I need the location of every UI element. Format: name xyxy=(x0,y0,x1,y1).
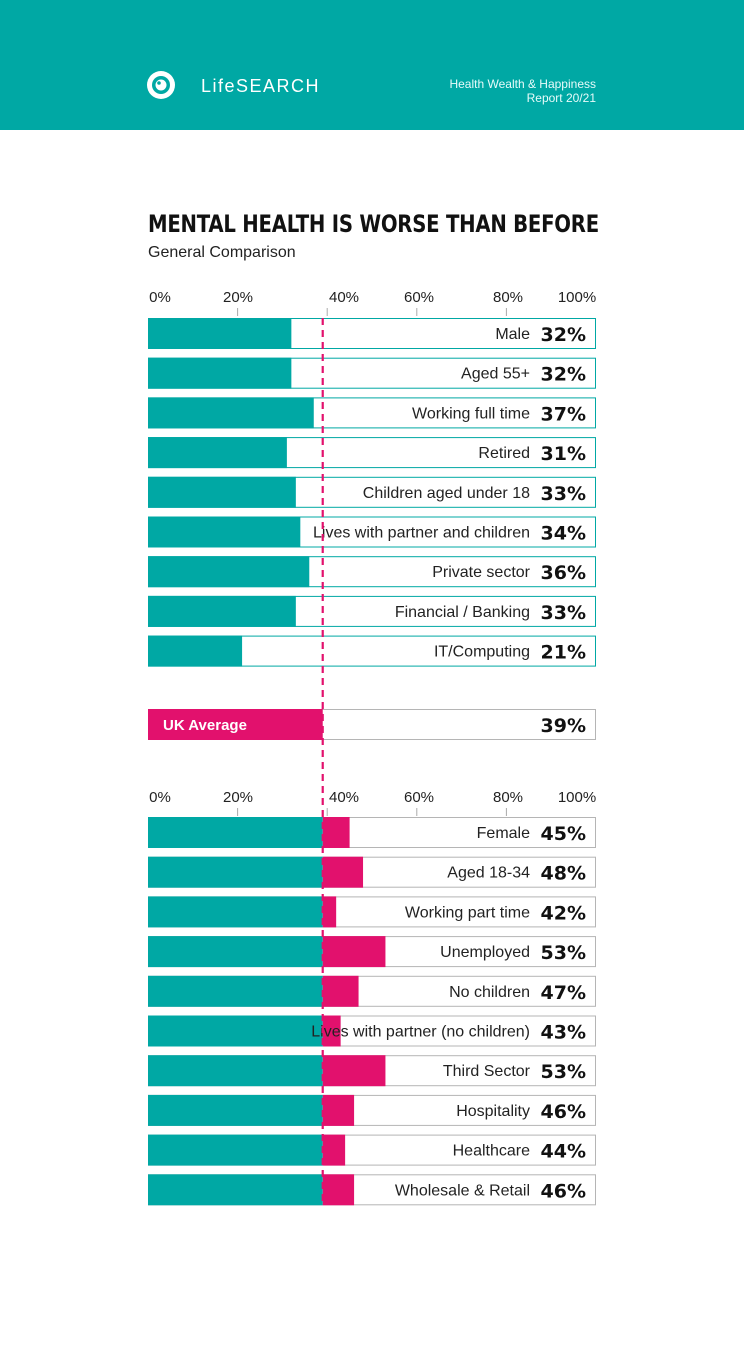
x-tick-label: 60% xyxy=(404,289,434,306)
category-label: Hospitality xyxy=(456,1103,530,1120)
report-title-line-2: Report 20/21 xyxy=(526,91,596,105)
value-label: 32% xyxy=(541,364,586,386)
value-label: 42% xyxy=(541,902,586,924)
x-tick-label: 20% xyxy=(223,289,253,306)
x-tick-label: 20% xyxy=(223,789,253,806)
value-label: 48% xyxy=(541,863,586,885)
x-tick-label: 60% xyxy=(404,789,434,806)
value-label: 46% xyxy=(541,1101,586,1123)
bar-base-segment xyxy=(148,936,323,968)
average-label: UK Average xyxy=(163,717,247,734)
bar-base-segment xyxy=(148,1094,323,1126)
bar-excess-segment xyxy=(322,896,337,928)
eye-logo-icon xyxy=(147,71,175,99)
bar-excess-segment xyxy=(322,1174,355,1206)
value-label: 21% xyxy=(541,642,586,664)
category-label: IT/Computing xyxy=(434,644,530,661)
bar-base-segment xyxy=(148,1015,323,1047)
value-label: 44% xyxy=(541,1141,586,1163)
value-label: 43% xyxy=(541,1022,586,1044)
x-tick-label: 100% xyxy=(558,289,596,306)
bar xyxy=(148,556,310,588)
category-label: Male xyxy=(495,326,530,343)
category-label: Unemployed xyxy=(440,944,530,961)
category-label: Children aged under 18 xyxy=(363,485,530,502)
category-label: Female xyxy=(477,825,530,842)
chart-subtitle: General Comparison xyxy=(148,244,296,261)
report-title-line-1: Health Wealth & Happiness xyxy=(449,77,596,91)
category-label: Healthcare xyxy=(453,1143,530,1160)
bar-base-segment xyxy=(148,1134,323,1166)
bar xyxy=(148,437,287,469)
x-tick-label: 80% xyxy=(493,789,523,806)
brand-logo-text: LifeSEARCH xyxy=(201,76,321,96)
x-tick-label: 0% xyxy=(149,789,171,806)
value-label: 53% xyxy=(541,942,586,964)
x-tick-label: 100% xyxy=(558,789,596,806)
category-label: Lives with partner (no children) xyxy=(311,1024,530,1041)
bar-excess-segment xyxy=(322,817,350,848)
bar-excess-segment xyxy=(322,936,386,968)
value-label: 46% xyxy=(541,1180,586,1202)
category-label: Working part time xyxy=(405,904,530,921)
category-label: Aged 55+ xyxy=(461,366,530,383)
category-label: Third Sector xyxy=(443,1063,531,1080)
category-label: Aged 18-34 xyxy=(447,865,530,882)
x-tick-label: 0% xyxy=(149,289,171,306)
category-label: Financial / Banking xyxy=(395,604,530,621)
bar-base-segment xyxy=(148,1055,323,1087)
bar xyxy=(148,595,296,627)
value-label: 53% xyxy=(541,1061,586,1083)
bar xyxy=(148,318,292,349)
category-label: Lives with partner and children xyxy=(313,525,530,542)
x-tick-label: 40% xyxy=(329,789,359,806)
x-tick-label: 80% xyxy=(493,289,523,306)
bar-base-segment xyxy=(148,856,323,888)
bar-base-segment xyxy=(148,975,323,1007)
category-label: Retired xyxy=(478,445,530,462)
bar-excess-segment xyxy=(322,856,364,888)
average-bar xyxy=(148,709,323,740)
x-tick-label: 40% xyxy=(329,289,359,306)
bar xyxy=(148,476,296,508)
value-label: 36% xyxy=(541,562,586,584)
bar xyxy=(148,516,301,548)
value-label: 47% xyxy=(541,982,586,1004)
bar xyxy=(148,357,292,389)
bar-base-segment xyxy=(148,1174,323,1206)
value-label: 32% xyxy=(541,324,586,346)
category-label: Working full time xyxy=(412,405,530,422)
value-label: 33% xyxy=(541,483,586,505)
bar-excess-segment xyxy=(322,1055,386,1087)
bar-base-segment xyxy=(148,896,323,928)
bar-excess-segment xyxy=(322,1015,341,1047)
bar-excess-segment xyxy=(322,975,359,1007)
chart-title: MENTAL HEALTH IS WORSE THAN BEFORE xyxy=(148,210,599,238)
bar xyxy=(148,635,243,667)
bar xyxy=(148,397,314,429)
category-label: Wholesale & Retail xyxy=(395,1182,530,1199)
average-value-label: 39% xyxy=(541,715,586,737)
value-label: 31% xyxy=(541,443,586,465)
bar-excess-segment xyxy=(322,1134,346,1166)
value-label: 45% xyxy=(541,823,586,845)
value-label: 33% xyxy=(541,602,586,624)
bar-base-segment xyxy=(148,817,323,848)
value-label: 34% xyxy=(541,523,586,545)
report-title: Health Wealth & Happiness Report 20/21 xyxy=(449,77,596,105)
header-banner: LifeSEARCH Health Wealth & Happiness Rep… xyxy=(0,0,744,130)
category-label: No children xyxy=(449,984,530,1001)
value-label: 37% xyxy=(541,403,586,425)
category-label: Private sector xyxy=(432,564,530,581)
bar-excess-segment xyxy=(322,1094,355,1126)
